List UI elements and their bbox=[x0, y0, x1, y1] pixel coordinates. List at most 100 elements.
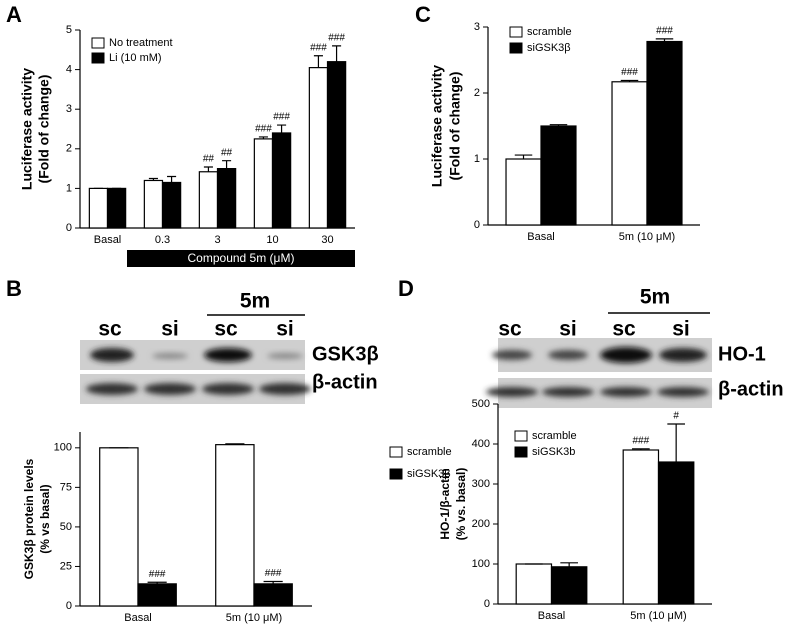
bar bbox=[505, 158, 542, 226]
bar bbox=[515, 563, 553, 605]
panel-label: C bbox=[415, 2, 431, 27]
significance-label: ### bbox=[310, 42, 327, 53]
x-tick-label: 10 bbox=[266, 234, 278, 246]
significance-label: ### bbox=[633, 435, 650, 446]
lane-label: sc bbox=[214, 318, 238, 341]
bar bbox=[540, 125, 577, 226]
x-tick-label: Basal bbox=[94, 234, 122, 246]
lane-label: si bbox=[559, 318, 577, 341]
error-bar bbox=[263, 580, 283, 584]
y-axis-label: (Fold of change) bbox=[447, 72, 463, 181]
legend-swatch bbox=[514, 430, 528, 442]
legend-label: siGSK3β bbox=[407, 468, 451, 480]
legend-swatch bbox=[91, 37, 105, 49]
y-tick-label: 0 bbox=[66, 600, 72, 612]
bar bbox=[215, 444, 255, 607]
y-tick-label: 3 bbox=[66, 103, 72, 115]
panel-label: A bbox=[6, 2, 22, 27]
row-label: GSK3β bbox=[312, 343, 379, 365]
legend-swatch bbox=[389, 446, 403, 458]
y-axis-label: (% vs. basal) bbox=[454, 468, 468, 541]
bar bbox=[143, 179, 164, 229]
legend-swatch bbox=[91, 52, 105, 64]
bar bbox=[611, 81, 648, 226]
error-bar bbox=[514, 154, 533, 159]
lane-label: sc bbox=[612, 318, 636, 341]
significance-label: ## bbox=[203, 154, 215, 165]
lane-label: sc bbox=[98, 318, 122, 341]
lane-label: si bbox=[276, 318, 294, 341]
bar bbox=[326, 61, 347, 229]
y-tick-label: 75 bbox=[60, 481, 72, 493]
legend-label: siGSK3b bbox=[532, 446, 575, 458]
error-bar bbox=[655, 38, 674, 42]
significance-label: ### bbox=[328, 32, 345, 43]
error-bar bbox=[147, 581, 167, 584]
panel-label: B bbox=[6, 276, 22, 301]
bar bbox=[646, 40, 683, 226]
blot: 5m sc si sc si GSK3β β-actin bbox=[80, 290, 379, 404]
row-label: β-actin bbox=[718, 378, 784, 400]
significance-label: ### bbox=[149, 569, 166, 580]
x-tick-label: 5m (10 μM) bbox=[630, 610, 686, 622]
bar bbox=[657, 461, 695, 605]
bar bbox=[216, 168, 237, 229]
legend-swatch bbox=[509, 42, 523, 54]
y-axis-label: Luciferase activity bbox=[429, 65, 445, 187]
row-label: HO-1 bbox=[718, 343, 766, 365]
y-axis-label: Luciferase activity bbox=[19, 68, 35, 190]
y-tick-label: 100 bbox=[472, 558, 490, 570]
error-bar bbox=[277, 124, 287, 133]
y-tick-label: 0 bbox=[484, 598, 490, 610]
y-tick-label: 0 bbox=[474, 219, 480, 231]
bar bbox=[106, 187, 127, 229]
y-tick-label: 200 bbox=[472, 518, 490, 530]
significance-label: ### bbox=[255, 124, 272, 135]
legend-swatch bbox=[514, 446, 528, 458]
x-tick-label: 5m (10 μM) bbox=[226, 612, 282, 624]
x-tick-label: Basal bbox=[124, 612, 152, 624]
y-tick-label: 500 bbox=[472, 398, 490, 410]
x-tick-label: Basal bbox=[527, 231, 555, 243]
y-tick-label: 2 bbox=[474, 87, 480, 99]
bar bbox=[308, 67, 329, 229]
x-tick-label: 5m (10 μM) bbox=[619, 231, 675, 243]
y-tick-label: 2 bbox=[66, 143, 72, 155]
lane-label: sc bbox=[498, 318, 522, 341]
y-tick-label: 50 bbox=[60, 521, 72, 533]
legend-label: siGSK3β bbox=[527, 42, 571, 54]
row-label: β-actin bbox=[312, 371, 378, 393]
error-bar bbox=[332, 45, 342, 62]
error-bar bbox=[222, 160, 232, 169]
error-bar bbox=[620, 79, 639, 82]
error-bar bbox=[313, 55, 323, 68]
y-tick-label: 25 bbox=[60, 560, 72, 572]
legend-label: Li (10 mM) bbox=[109, 52, 162, 64]
y-tick-label: 1 bbox=[474, 153, 480, 165]
legend-label: scramble bbox=[527, 26, 572, 38]
lane-label: si bbox=[672, 318, 690, 341]
group-label: 5m bbox=[240, 290, 270, 313]
error-bar bbox=[148, 177, 158, 181]
significance-label: ### bbox=[621, 67, 638, 78]
significance-label: ### bbox=[273, 112, 290, 123]
group-label: 5m bbox=[640, 286, 670, 309]
x-axis-label: Compound 5m (μM) bbox=[188, 251, 295, 265]
error-bar bbox=[225, 443, 245, 445]
y-tick-label: 3 bbox=[474, 21, 480, 33]
bar bbox=[271, 132, 292, 229]
error-bar bbox=[258, 136, 268, 139]
bar bbox=[550, 566, 588, 605]
y-tick-label: 400 bbox=[472, 438, 490, 450]
error-bar bbox=[667, 423, 685, 462]
y-tick-label: 5 bbox=[66, 24, 72, 36]
legend-label: scramble bbox=[407, 446, 452, 458]
bar bbox=[253, 583, 293, 607]
error-bar bbox=[560, 562, 578, 567]
x-label-banner bbox=[127, 250, 355, 267]
y-axis-label: GSK3β protein levels bbox=[22, 458, 36, 579]
error-bar bbox=[167, 175, 177, 183]
x-tick-label: Basal bbox=[538, 610, 566, 622]
legend-swatch bbox=[509, 26, 523, 38]
